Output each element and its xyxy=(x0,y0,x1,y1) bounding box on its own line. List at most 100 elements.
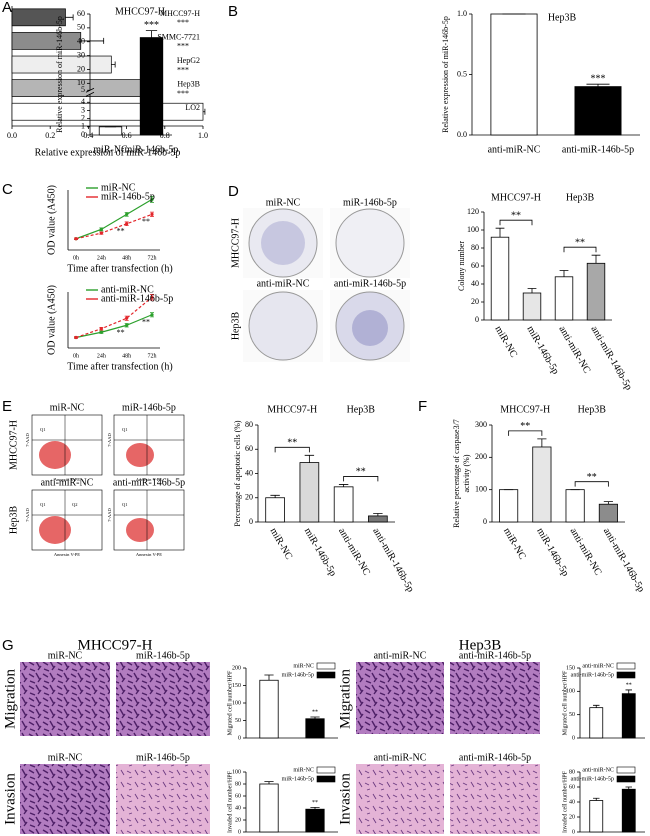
bar xyxy=(305,718,325,739)
y-axis-label: Invaded cell number/HPF xyxy=(562,770,568,833)
y-axis-label: Relative expression of miR-146b-5p xyxy=(55,16,64,133)
significance: ** xyxy=(312,709,318,715)
axis-label: 7-AAD xyxy=(107,433,112,447)
row-label: Migration xyxy=(337,669,353,729)
significance-bracket xyxy=(508,430,543,436)
x-tick-label: 72h xyxy=(148,255,157,261)
x-tick-label: 24h xyxy=(97,353,106,359)
error-bar xyxy=(111,61,116,68)
marker xyxy=(125,323,129,327)
legend-label: miR-NC xyxy=(293,663,314,669)
marker xyxy=(74,335,78,340)
category-label: Hep3B xyxy=(177,80,200,89)
bar xyxy=(259,783,279,833)
y-tick-label: 0 xyxy=(475,315,479,324)
significance-bracket xyxy=(574,481,609,487)
bar xyxy=(598,503,618,523)
error-bar xyxy=(593,797,600,801)
quadrant-lines xyxy=(32,415,184,550)
chart-title: Hep3B xyxy=(548,12,577,23)
x-tick-label: 0.0 xyxy=(7,131,17,140)
error-bar xyxy=(586,83,610,87)
panel-letter: E xyxy=(2,398,12,415)
y-tick-label: 100 xyxy=(232,769,241,775)
photo-label: miR-146b-5p xyxy=(122,402,176,413)
x-tick-label: anti-miR-146b-5p xyxy=(588,324,634,392)
flow-plot xyxy=(113,414,185,476)
colonies xyxy=(261,221,305,265)
axis-label: 7-AAD xyxy=(107,508,112,522)
panel-letter: D xyxy=(228,183,239,200)
bar xyxy=(574,86,622,136)
marker xyxy=(125,212,129,216)
y-axis-label: Invaded cell number/HPF xyxy=(227,770,233,833)
photo-label: anti-miR-NC xyxy=(257,278,310,289)
significance-bracket xyxy=(274,446,310,453)
x-tick-label: miR-146b-5p xyxy=(125,144,179,155)
error-bar xyxy=(264,674,274,681)
x-tick-label: miR-146b-5p xyxy=(302,526,338,578)
y-tick-label: 0 xyxy=(572,829,575,835)
significance: *** xyxy=(591,73,606,84)
quadrant-label: Q1 xyxy=(40,427,46,432)
legend-swatch xyxy=(616,775,636,783)
error-bar xyxy=(264,781,274,784)
y-axis xyxy=(85,14,95,135)
significance: ** xyxy=(511,210,521,221)
x-tick-label: anti-miR-146b-5p xyxy=(601,526,647,594)
x-tick-label: anti-miR-NC xyxy=(568,526,604,577)
x-tick-label: 0.2 xyxy=(45,131,55,140)
y-tick-label: 300 xyxy=(475,420,487,429)
error-bar xyxy=(310,716,320,719)
y-tick-label: 80 xyxy=(471,243,479,252)
y-tick-label: 2 xyxy=(81,113,85,122)
legend-label: miR-146b-5p xyxy=(282,672,314,678)
bar xyxy=(259,679,279,739)
significance-bracket xyxy=(343,476,379,482)
y-axis-label: Migrated cell number/HPF xyxy=(227,670,233,735)
legend-label: anti-miR-NC xyxy=(582,663,614,669)
significance: ** xyxy=(142,318,150,327)
marker xyxy=(99,227,103,231)
significance: ** xyxy=(117,227,125,236)
x-tick-label: miR-NC xyxy=(268,526,295,562)
legend-swatch xyxy=(316,775,336,783)
panel-letter: G xyxy=(2,637,14,654)
y-tick-label: 5 xyxy=(81,85,85,94)
error-bar xyxy=(495,227,505,238)
bar xyxy=(265,497,285,523)
x-tick-label: anti-miR-NC xyxy=(488,144,541,155)
bar xyxy=(11,102,204,121)
error-bar xyxy=(603,501,613,505)
bar xyxy=(621,788,636,833)
significance: ** xyxy=(626,682,632,688)
quadrant-label: Q1 xyxy=(122,502,128,507)
photo-label: miR-NC xyxy=(48,752,83,763)
y-tick-label: 0 xyxy=(238,735,241,741)
transwell-photos: MHCC97-H Hep3B miR-NC miR-146b-5p miR-NC… xyxy=(2,637,540,834)
error-bar xyxy=(80,37,105,44)
chart-title: MHCC97-H xyxy=(115,6,165,17)
bar xyxy=(554,276,574,321)
photo xyxy=(356,662,444,734)
y-tick-label: 20 xyxy=(471,297,479,306)
panel-letter: B xyxy=(228,3,238,20)
panel-title: Hep3B xyxy=(459,637,502,653)
y-tick-label: 40 xyxy=(77,37,85,46)
row-label: MHCC97-H xyxy=(230,218,241,268)
dish xyxy=(248,291,318,361)
y-tick-label: 20 xyxy=(245,493,253,502)
group-label: Hep3B xyxy=(566,192,595,203)
y-tick-label: 80 xyxy=(235,781,241,787)
dish xyxy=(248,208,318,278)
photo xyxy=(356,764,444,834)
photo-label: anti-miR-146b-5p xyxy=(459,752,531,763)
marker xyxy=(99,327,103,331)
panel-letter: C xyxy=(2,181,13,198)
legend-swatch xyxy=(616,662,636,670)
bar xyxy=(333,486,354,523)
y-tick-label: 60 xyxy=(235,793,241,799)
marker xyxy=(125,222,129,226)
flow-plot xyxy=(113,489,185,551)
panel-letter: A xyxy=(2,0,12,16)
